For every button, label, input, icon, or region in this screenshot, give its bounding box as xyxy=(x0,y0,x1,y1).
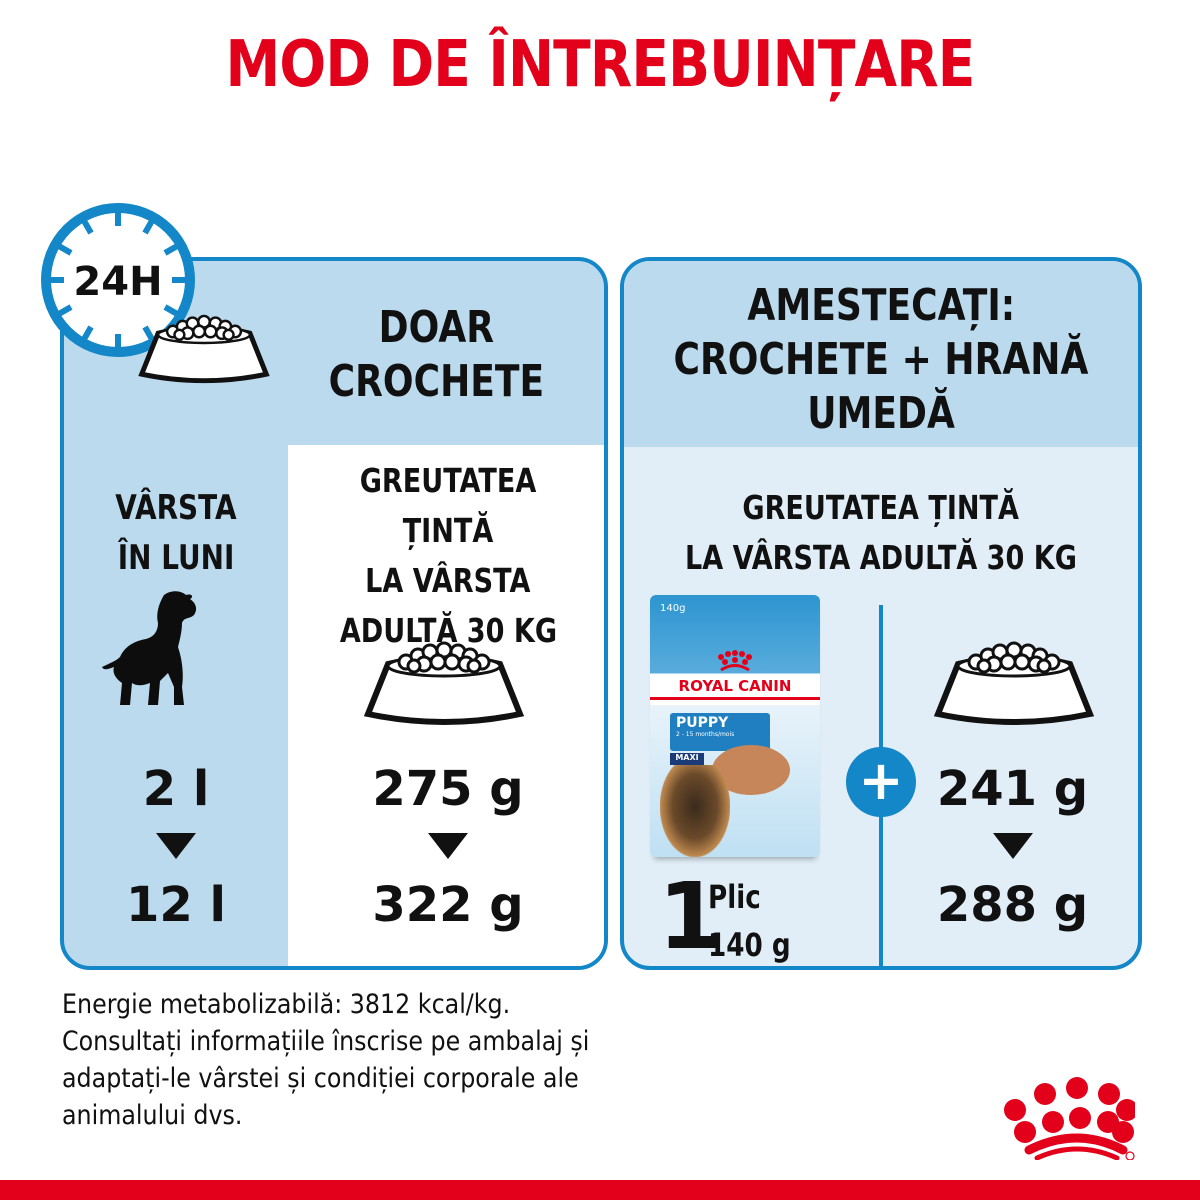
age-range: 2 l 12 l xyxy=(64,761,288,933)
pouch-count: 1 xyxy=(658,863,723,970)
dry-amount-from-value: 275 g xyxy=(372,761,524,817)
plus-icon: + xyxy=(846,747,916,817)
advice-line: animalului dvs. xyxy=(62,1100,243,1131)
mixed-heading-band xyxy=(624,261,1138,447)
mixed-feeding-heading: AMESTECAȚI: CROCHETE + HRANĂ UMEDĂ xyxy=(673,280,1089,439)
puppy-photo xyxy=(660,765,730,857)
dry-only-heading: DOAR CROCHETE xyxy=(328,302,544,407)
down-arrow-icon xyxy=(156,833,196,859)
advice-line: Consultați informațiile înscrise pe amba… xyxy=(62,1026,590,1057)
dry-only-panel: DOAR CROCHETE VÂRSTA ÎN LUNI GREUTATEA Ț… xyxy=(60,257,608,970)
mixed-feeding-panel: AMESTECAȚI: CROCHETE + HRANĂ UMEDĂ GREUT… xyxy=(620,257,1142,970)
down-arrow-icon xyxy=(428,833,468,859)
advice-line: adaptați-le vârstei și condiției corpora… xyxy=(62,1063,579,1094)
mixed-amount-from-value: 241 g xyxy=(936,761,1089,817)
mixed-amount-to-value: 288 g xyxy=(936,877,1089,933)
svg-text:24H: 24H xyxy=(73,259,162,305)
mixed-dry-amount-range: 241 g 288 g xyxy=(883,761,1138,933)
food-bowl-icon xyxy=(138,314,270,384)
dry-amount-range: 275 g 322 g xyxy=(288,761,604,933)
puppy-silhouette-icon xyxy=(102,591,197,705)
pouch-description: Plic 140 g xyxy=(708,878,791,964)
dry-amount-to-value: 322 g xyxy=(372,877,524,933)
age-months-label: VÂRSTA ÎN LUNI xyxy=(115,488,237,578)
feeding-notes: Energie metabolizabilă: 3812 kcal/kg. Co… xyxy=(62,986,822,1134)
age-to-value: 12 l xyxy=(126,877,226,933)
brand-footer-bar xyxy=(0,1180,1200,1200)
page-title: MOD DE ÎNTREBUINȚARE xyxy=(225,28,975,102)
age-from-value: 2 l xyxy=(142,761,210,817)
food-bowl-icon xyxy=(933,641,1095,725)
food-bowl-icon xyxy=(363,641,525,725)
crown-icon xyxy=(718,650,752,672)
energy-note: Energie metabolizabilă: 3812 kcal/kg. xyxy=(62,989,511,1020)
royal-canin-crown-icon xyxy=(1004,1077,1135,1160)
down-arrow-icon xyxy=(992,833,1033,859)
target-weight-label: GREUTATEA ȚINTĂ LA VÂRSTA ADULTĂ 30 KG xyxy=(685,488,1077,577)
wet-food-pouch-image: 140g ROYAL CANIN PUPPY 2 - 15 months/moi… xyxy=(650,595,820,857)
clock-icon: 24H xyxy=(41,203,195,357)
